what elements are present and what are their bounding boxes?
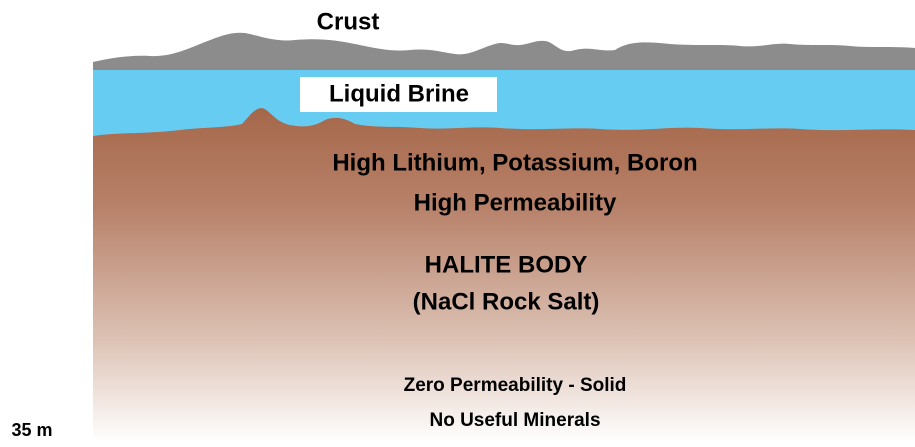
halite-label: (NaCl Rock Salt) <box>413 288 600 315</box>
brine-label: Liquid Brine <box>329 80 469 107</box>
brine-label-box <box>300 77 497 112</box>
lower-label: No Useful Minerals <box>429 410 600 431</box>
upper-label: High Lithium, Potassium, Boron <box>332 149 697 176</box>
depth-label: 35 m <box>11 420 52 440</box>
lower-label: Zero Permeability - Solid <box>404 375 627 396</box>
halite-label: HALITE BODY <box>425 251 588 278</box>
crust-layer <box>93 32 915 70</box>
halite-body <box>93 108 915 442</box>
crust-label: Crust <box>317 8 380 35</box>
upper-label: High Permeability <box>414 189 617 216</box>
